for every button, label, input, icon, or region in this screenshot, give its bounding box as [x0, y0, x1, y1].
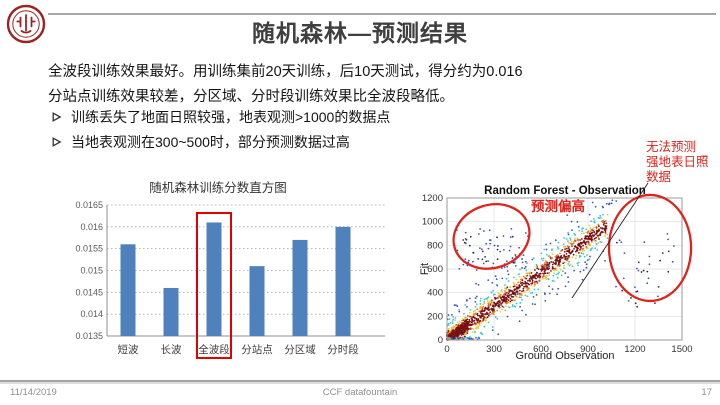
- bar-ytick: 0.014: [80, 309, 103, 319]
- scatter-xtick: 0: [444, 344, 449, 355]
- scatter-plot-svg: 0 300 600 900 1200 1500020040060080010001200 …: [419, 182, 693, 362]
- paragraph-line-2: 分站点训练效果较差，分区域、分时段训练效果比全波段略低。: [48, 89, 454, 105]
- bar-xtick: 分站点: [241, 343, 273, 356]
- bullet-text-2: 当地表观测在300~500时，部分预测数据过高: [71, 133, 350, 150]
- scatter-title: Random Forest - Observation: [484, 185, 646, 197]
- bullet-item-2: 当地表观测在300~500时，部分预测数据过高: [52, 130, 390, 155]
- footer-center-text: CCF datafountain: [322, 387, 398, 398]
- scatter-annotation-overpredict: 预测偏高: [531, 198, 585, 214]
- scatter-ytick: 1000: [422, 217, 443, 228]
- bar-chart-title: 随机森林训练分数直方图: [149, 180, 287, 195]
- bar-chart-svg: 随机森林训练分数直方图 0.0165 0.016 0.0155 0.015 0.0145…: [75, 180, 385, 359]
- logo-inner-ring: [12, 10, 40, 38]
- bullet-list: 训练丢失了地面日照较强，地表观测>1000的数据点 当地表观测在300~500时…: [52, 105, 390, 154]
- bar-xtick: 长波: [161, 343, 182, 356]
- bar-ytick: 0.016: [80, 222, 103, 232]
- bullet-text-1: 训练丢失了地面日照较强，地表观测>1000的数据点: [71, 109, 391, 125]
- summary-paragraph: 全波段训练效果最好。用训练集前20天训练，后10天测试，得分约为0.016 分站…: [48, 60, 523, 110]
- scatter-red-overlays: [452, 182, 693, 303]
- red-ellipse-overpredict: [452, 203, 531, 270]
- arrow-bullet-icon: [52, 112, 62, 122]
- footer-divider: [0, 380, 720, 382]
- note-line-2: 强地表日照: [646, 155, 709, 169]
- bar-分站点: [249, 266, 265, 336]
- header-divider: [48, 13, 716, 15]
- scatter-xtick: 300: [486, 344, 502, 355]
- bar-chart: 随机森林训练分数直方图 0.0165 0.016 0.0155 0.015 0.0145…: [68, 175, 398, 375]
- bullet-item-1: 训练丢失了地面日照较强，地表观测>1000的数据点: [52, 105, 390, 130]
- bar-ytick: 0.0135: [75, 331, 103, 341]
- bar-ytick: 0.0155: [75, 244, 103, 254]
- scatter-ylabel: Fit: [419, 263, 431, 275]
- slide-title: 随机森林—预测结果: [252, 20, 468, 46]
- paragraph-line-1: 全波段训练效果最好。用训练集前20天训练，后10天测试，得分约为0.016: [48, 64, 523, 80]
- bar-ytick: 0.0165: [75, 200, 103, 210]
- footer-page-number: 17: [701, 387, 712, 398]
- bar-xtick: 分区域: [284, 343, 316, 356]
- bar-chart-bars: [120, 222, 351, 336]
- scatter-xtick: 1500: [671, 344, 692, 355]
- pku-logo: [6, 4, 46, 44]
- bar-chart-highlight-box: [196, 212, 232, 359]
- annotation-leader-line: [571, 182, 649, 299]
- scatter-ytick: 0: [438, 335, 443, 346]
- arrow-bullet-icon: [52, 136, 62, 147]
- bar-xtick: 全波段: [198, 343, 230, 356]
- scatter-xtick: 900: [580, 344, 596, 355]
- bar-ytick: 0.0145: [75, 287, 103, 297]
- scatter-plot-border: [446, 197, 683, 341]
- note-line-1: 无法预测: [646, 140, 697, 154]
- bar-长波: [163, 287, 179, 336]
- bar-短波: [120, 244, 136, 336]
- annotation-unpredictable-note: 无法预测 强地表日照 数据: [646, 140, 718, 185]
- scatter-xtick: 600: [533, 344, 549, 355]
- bar-全波段: [206, 222, 222, 336]
- scatter-ytick: 200: [427, 311, 443, 322]
- note-line-3: 数据: [646, 170, 672, 184]
- bar-分区域: [292, 239, 308, 336]
- scatter-ytick: 1200: [422, 193, 443, 204]
- scatter-ytick: 800: [427, 240, 443, 251]
- scatter-xlabel: Ground Observation: [515, 350, 614, 362]
- scatter-points: [446, 199, 675, 341]
- red-ellipse-unpredictable: [607, 193, 693, 303]
- bar-chart-tick-labels: 0.0165 0.016 0.0155 0.015 0.0145 0.014 0.0135 短…: [75, 200, 359, 356]
- logo-monogram: [16, 14, 36, 34]
- bar-ytick: 0.015: [80, 266, 103, 276]
- scatter-ytick: 400: [427, 288, 443, 299]
- bar-xtick: 分时段: [327, 343, 359, 356]
- footer-date: 11/14/2019: [10, 387, 57, 398]
- scatter-plot: 0 300 600 900 1200 1500 0 200 400 600 800 1000 1200 …: [415, 178, 720, 378]
- bar-分时段: [335, 226, 351, 336]
- scatter-tick-labels: 0 300 600 900 1200 1500 0 200 400 600 800 1000 1200: [422, 193, 693, 355]
- scatter-xtick: 1200: [624, 344, 645, 355]
- bar-xtick: 短波: [118, 343, 139, 356]
- scatter-ytick: 600: [427, 264, 443, 275]
